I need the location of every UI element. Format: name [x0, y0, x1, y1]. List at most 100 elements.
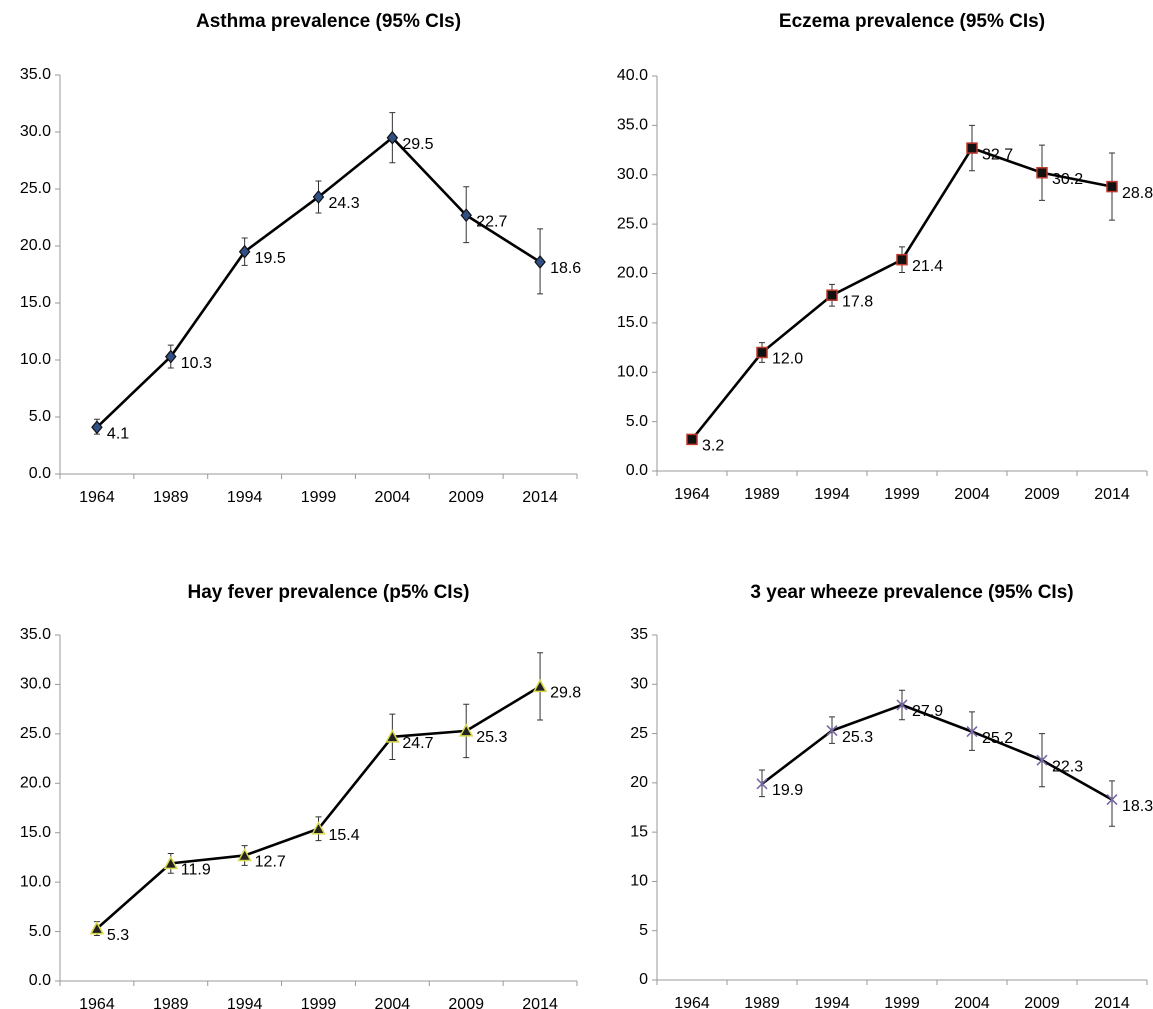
x-tick-label: 2009 — [1024, 486, 1060, 503]
marker — [89, 921, 105, 935]
marker — [826, 289, 838, 301]
y-tick-label: 35.0 — [20, 66, 51, 83]
marker — [460, 208, 472, 223]
marker — [966, 726, 978, 738]
data-label: 4.1 — [107, 425, 129, 442]
y-tick-label: 5.0 — [626, 413, 648, 430]
x-tick-label: 2004 — [375, 489, 411, 506]
line — [761, 703, 1113, 801]
y-tick-label: 5.0 — [29, 923, 51, 940]
data-label: 32.7 — [982, 146, 1013, 163]
data-label: 17.8 — [842, 293, 873, 310]
y-tick-label: 20.0 — [617, 265, 648, 282]
marker — [896, 699, 908, 711]
data-label: 25.3 — [842, 729, 873, 746]
y-tick-label: 10.0 — [20, 873, 51, 890]
x-tick-label: 2004 — [954, 486, 990, 503]
x-tick-label: 2009 — [448, 996, 484, 1009]
x-tick-label: 1989 — [744, 486, 780, 503]
x-tick-label: 2014 — [522, 489, 558, 506]
y-tick-label: 10.0 — [617, 363, 648, 380]
x-tick-label: 1964 — [674, 486, 710, 503]
y-tick-label: 15.0 — [20, 294, 51, 311]
marker — [1036, 167, 1048, 179]
chart-title: 3 year wheeze prevalence (95% CIs) — [750, 582, 1073, 603]
x-tick-label: 1964 — [79, 996, 115, 1009]
marker — [458, 723, 474, 737]
x-tick-label: 1964 — [79, 489, 115, 506]
data-label: 21.4 — [912, 258, 943, 275]
y-tick-label: 25 — [630, 725, 648, 742]
x-tick-label: 1999 — [884, 486, 920, 503]
marker — [237, 847, 252, 862]
x-tick-label: 1999 — [301, 489, 337, 506]
y-tick-label: 10 — [630, 873, 648, 890]
x-tick-label: 1964 — [674, 995, 710, 1009]
marker — [163, 855, 179, 870]
marker — [1106, 180, 1118, 193]
error-bar — [1109, 780, 1115, 827]
data-label: 12.7 — [255, 854, 286, 871]
data-label: 11.9 — [181, 862, 211, 879]
y-tick-label: 10.0 — [20, 351, 51, 368]
marker — [686, 433, 698, 446]
panel: Asthma prevalence (95% CIs) 0.0 5.0 10.0 15.… — [20, 11, 581, 506]
panel: Hay fever prevalence (p5% CIs) 0.0 5.0 10.0… — [20, 582, 581, 1009]
y-tick-label: 15.0 — [617, 314, 648, 331]
y-tick-label: 25.0 — [617, 215, 648, 232]
marker — [385, 729, 400, 743]
chart-title: Hay fever prevalence (p5% CIs) — [188, 582, 470, 603]
x-tick-label: 1999 — [884, 995, 920, 1009]
data-label: 28.8 — [1122, 185, 1153, 202]
y-tick-label: 30 — [630, 676, 648, 693]
y-tick-label: 30.0 — [20, 123, 51, 140]
panel: Eczema prevalence (95% CIs) 0.0 5.0 10.0 15.… — [617, 11, 1153, 503]
x-tick-label: 2014 — [1094, 995, 1130, 1009]
data-label: 24.3 — [329, 195, 360, 212]
y-tick-label: 35.0 — [20, 626, 51, 643]
data-label: 18.6 — [550, 260, 581, 277]
data-label: 19.9 — [772, 782, 803, 799]
y-tick-label: 25.0 — [20, 725, 51, 742]
y-tick-label: 35 — [630, 626, 648, 643]
x-tick-label: 2004 — [375, 996, 411, 1009]
x-tick-label: 2009 — [1024, 995, 1060, 1009]
data-label: 15.4 — [329, 827, 360, 844]
marker — [756, 346, 768, 359]
x-tick-label: 1989 — [153, 489, 189, 506]
y-tick-label: 20.0 — [20, 775, 51, 792]
y-tick-label: 0.0 — [29, 465, 51, 482]
marker — [826, 725, 838, 737]
data-label: 24.7 — [402, 735, 433, 752]
y-tick-label: 0.0 — [29, 972, 51, 989]
y-tick-label: 15.0 — [20, 824, 51, 841]
y-tick-label: 5 — [639, 922, 648, 939]
x-tick-label: 1999 — [301, 996, 337, 1009]
x-tick-label: 1994 — [814, 486, 850, 503]
y-tick-label: 40.0 — [617, 67, 648, 84]
data-label: 19.5 — [255, 250, 286, 267]
x-tick-label: 1994 — [814, 995, 850, 1009]
marker — [91, 420, 103, 435]
marker — [386, 130, 399, 145]
marker — [311, 821, 326, 835]
y-tick-label: 0 — [639, 971, 648, 988]
data-label: 30.2 — [1052, 171, 1083, 188]
x-tick-label: 2009 — [448, 489, 484, 506]
data-label: 10.3 — [181, 355, 212, 372]
chart-title: Eczema prevalence (95% CIs) — [779, 11, 1045, 32]
marker — [165, 349, 177, 364]
y-tick-label: 30.0 — [617, 166, 648, 183]
chart-title: Asthma prevalence (95% CIs) — [196, 11, 461, 32]
line — [96, 685, 541, 930]
x-tick-label: 2014 — [522, 996, 558, 1009]
y-tick-label: 5.0 — [29, 408, 51, 425]
marker — [534, 255, 546, 269]
panel: 3 year wheeze prevalence (95% CIs) 0 5 10 15… — [630, 582, 1153, 1009]
x-tick-label: 1989 — [153, 996, 189, 1009]
y-tick-label: 35.0 — [617, 117, 648, 134]
data-label: 29.8 — [550, 685, 581, 702]
data-label: 25.3 — [476, 729, 507, 746]
marker — [1036, 754, 1048, 766]
marker — [756, 778, 768, 790]
